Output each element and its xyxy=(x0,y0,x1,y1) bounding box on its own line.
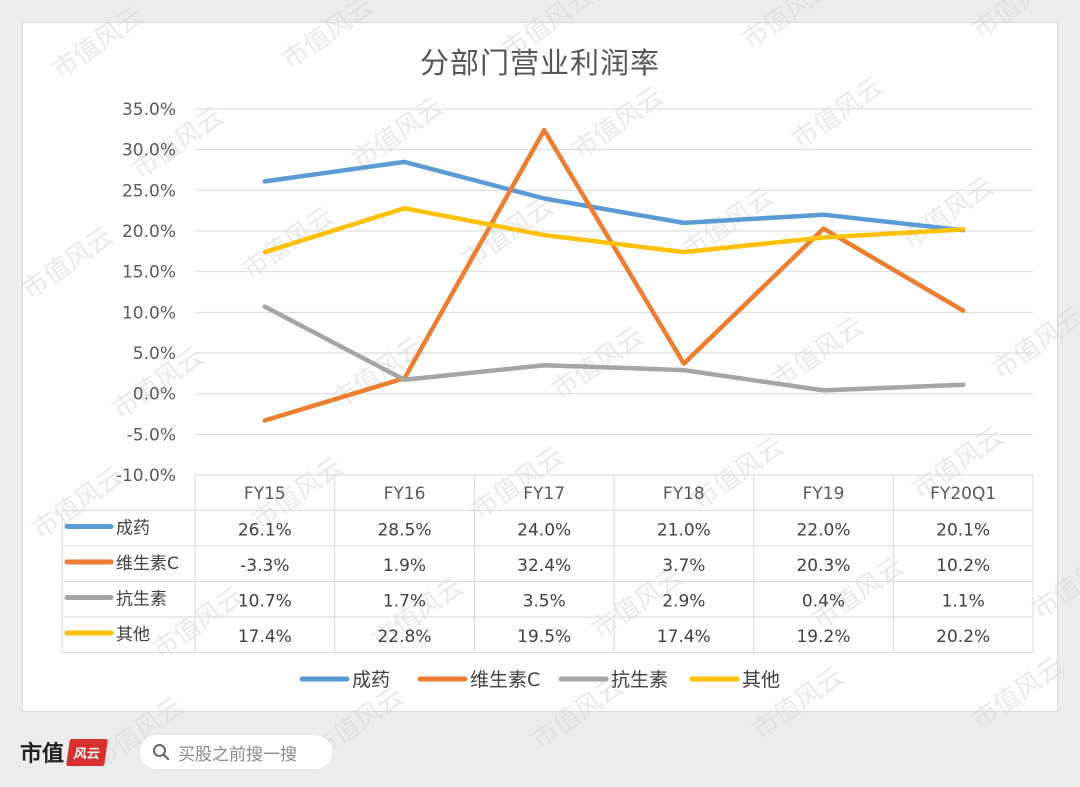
watermark-text: 市值风云 xyxy=(987,301,1080,385)
table-cell: 24.0% xyxy=(517,521,571,541)
table-cell: 21.0% xyxy=(657,521,711,541)
table-cell: 28.5% xyxy=(377,521,431,541)
table-cell: 10.7% xyxy=(238,592,292,612)
legend-label: 维生素C xyxy=(470,669,540,691)
table-series-label: 成药 xyxy=(116,519,150,539)
x-tick-label: FY15 xyxy=(244,484,286,504)
series-line xyxy=(262,127,966,423)
watermark-text: 市值风云 xyxy=(497,0,599,66)
brand-text: 市值 xyxy=(20,742,65,767)
brand-seal: 风云 xyxy=(66,738,108,766)
legend-label: 成药 xyxy=(352,669,390,691)
y-tick-label: -10.0% xyxy=(116,466,176,486)
y-tick-label: 15.0% xyxy=(122,263,176,283)
table-cell: 22.0% xyxy=(796,521,850,541)
table-cell: 22.8% xyxy=(377,627,431,647)
search-placeholder: 买股之前搜一搜 xyxy=(178,744,297,765)
table-cell: 3.7% xyxy=(662,556,705,576)
series-line xyxy=(262,159,966,233)
series-line xyxy=(262,205,966,255)
table-cell: 20.3% xyxy=(796,556,850,576)
table-cell: 3.5% xyxy=(523,592,566,612)
watermark-text: 市值风云 xyxy=(967,651,1069,735)
x-tick-label: FY16 xyxy=(384,484,426,504)
watermark-text: 市值风云 xyxy=(1027,541,1080,625)
y-tick-label: 35.0% xyxy=(122,100,176,120)
table-cell: 26.1% xyxy=(238,521,292,541)
table-cell: 10.2% xyxy=(936,556,990,576)
table-cell: 0.4% xyxy=(802,592,845,612)
x-tick-label: FY18 xyxy=(663,484,705,504)
y-tick-label: 30.0% xyxy=(122,141,176,161)
watermark-text: 市值风云 xyxy=(967,0,1069,46)
table-cell: 1.9% xyxy=(383,556,426,576)
search-bar[interactable]: 买股之前搜一搜 xyxy=(140,735,332,769)
table-cell: 32.4% xyxy=(517,556,571,576)
brand-logo: 市值 风云 xyxy=(20,736,108,768)
watermark-text: 市值风云 xyxy=(17,221,119,305)
table-cell: 17.4% xyxy=(238,627,292,647)
watermark-text: 市值风云 xyxy=(787,71,889,155)
table-cell: 19.5% xyxy=(517,627,571,647)
watermark-text: 市值风云 xyxy=(327,331,429,415)
table-cell: -3.3% xyxy=(240,556,289,576)
watermark-text: 市值风云 xyxy=(47,1,149,85)
y-tick-label: -5.0% xyxy=(127,425,176,445)
watermark-text: 市值风云 xyxy=(897,171,999,255)
table-cell: 20.2% xyxy=(936,627,990,647)
series-line xyxy=(262,304,966,393)
table-cell: 1.1% xyxy=(942,592,985,612)
x-tick-label: FY19 xyxy=(803,484,845,504)
x-tick-label: FY20Q1 xyxy=(930,484,996,504)
table-series-label: 抗生素 xyxy=(116,590,167,610)
y-tick-label: 5.0% xyxy=(133,344,176,364)
y-tick-label: 0.0% xyxy=(133,385,176,405)
watermark-text: 市值风云 xyxy=(737,0,839,56)
watermark-text: 市值风云 xyxy=(567,81,669,165)
table-series-label: 维生素C xyxy=(116,554,179,574)
table-cell: 2.9% xyxy=(662,592,705,612)
table-series-label: 其他 xyxy=(116,625,150,645)
y-tick-label: 20.0% xyxy=(122,222,176,242)
table-cell: 19.2% xyxy=(796,627,850,647)
y-tick-label: 25.0% xyxy=(122,181,176,201)
watermark-text: 市值风云 xyxy=(277,0,379,76)
search-icon xyxy=(153,744,170,761)
legend-label: 抗生素 xyxy=(611,669,668,691)
x-tick-label: FY17 xyxy=(523,484,565,504)
table-cell: 1.7% xyxy=(383,592,426,612)
y-tick-label: 10.0% xyxy=(122,303,176,323)
table-cell: 20.1% xyxy=(936,521,990,541)
legend-label: 其他 xyxy=(742,669,780,691)
chart-title: 分部门营业利润率 xyxy=(419,46,660,80)
watermark-text: 市值风云 xyxy=(27,461,129,545)
table-cell: 17.4% xyxy=(657,627,711,647)
